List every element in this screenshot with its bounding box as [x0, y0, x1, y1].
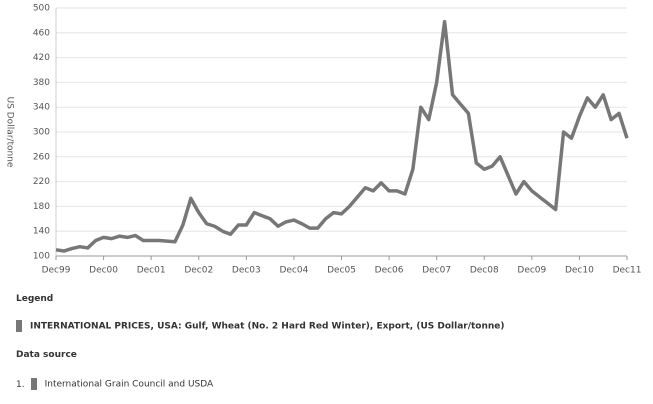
legend-title: Legend [16, 294, 54, 304]
x-tick-label: Dec05 [327, 266, 356, 276]
y-axis-label: US Dollar/tonne [5, 97, 15, 168]
legend-label: INTERNATIONAL PRICES, USA: Gulf, Wheat (… [30, 321, 505, 332]
source-title: Data source [16, 350, 77, 360]
y-tick-label: 140 [33, 227, 50, 237]
line [55, 19, 629, 253]
y-tick-label: 100 [33, 252, 50, 262]
x-tick-label: Dec00 [89, 266, 118, 276]
x-tick-label: Dec02 [184, 266, 213, 276]
legend-swatch [16, 320, 22, 332]
y-tick-label: 340 [33, 103, 50, 113]
x-tick-label: Dec07 [422, 266, 451, 276]
source-number: 1. [16, 379, 25, 390]
source-name: International Grain Council and USDA [44, 379, 214, 390]
y-tick-label: 220 [33, 177, 50, 187]
x-tick-label: Dec08 [470, 266, 499, 276]
source-item: 1. International Grain Council and USDA [16, 378, 213, 390]
source-swatch [30, 378, 37, 390]
y-tick-label: 380 [33, 78, 50, 88]
x-tick-label: Dec10 [565, 266, 594, 276]
x-tick-label: Dec06 [375, 266, 404, 276]
y-tick-label: 180 [33, 202, 50, 212]
chart: US Dollar/tonne 100 140 180 220 260 300 340 380… [5, 4, 642, 276]
y-tick-label: 500 [33, 4, 50, 14]
x-tick-label: Dec11 [613, 266, 642, 276]
x-tick-label: Dec04 [279, 266, 308, 276]
y-tick-label: 420 [33, 53, 50, 63]
legend-item: INTERNATIONAL PRICES, USA: Gulf, Wheat (… [16, 320, 505, 332]
y-tick-label: 260 [33, 152, 50, 162]
y-tick-label: 460 [33, 28, 50, 38]
x-tick-label: Dec01 [137, 266, 166, 276]
y-tick-label: 300 [33, 128, 50, 138]
x-tick-label: Dec99 [42, 266, 71, 276]
x-tick-label: Dec03 [232, 266, 261, 276]
x-tick-label: Dec09 [517, 266, 546, 276]
